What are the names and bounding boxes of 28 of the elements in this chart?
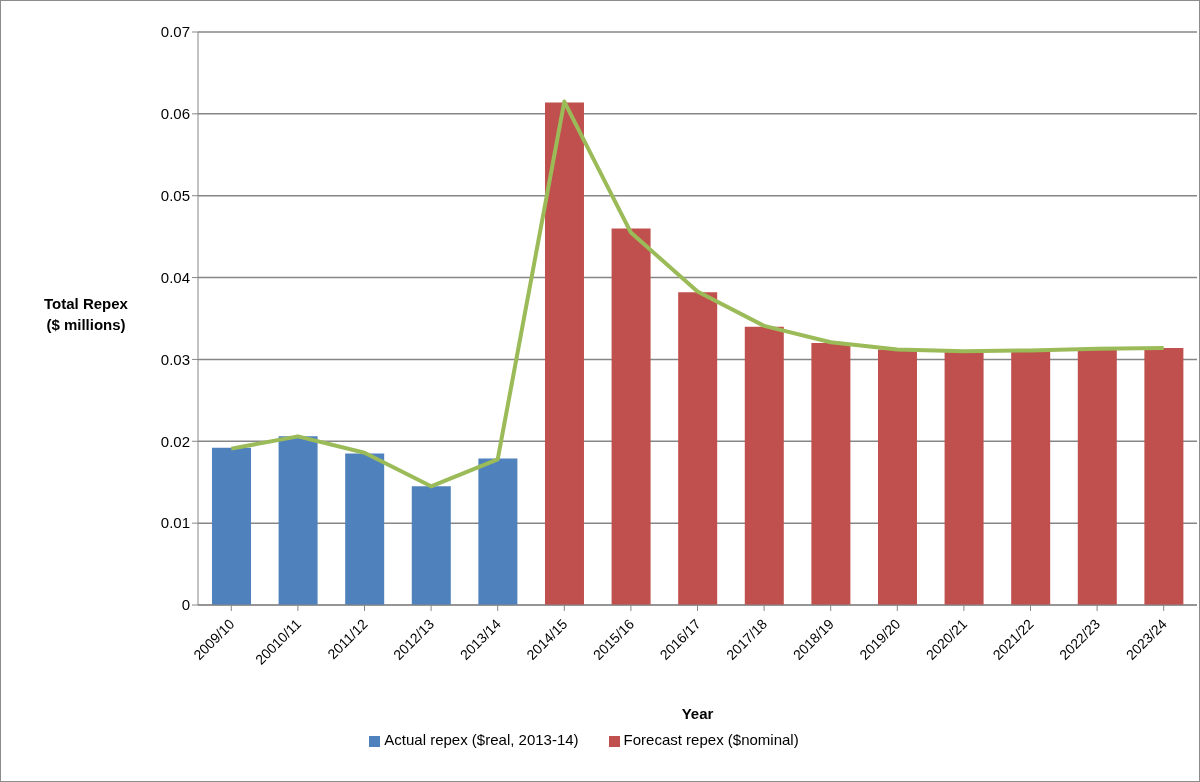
y-tick-label: 0.03	[160, 350, 190, 368]
x-axis-title: Year	[681, 705, 714, 722]
y-tick-label: 0.07	[160, 23, 190, 41]
y-tick-label: 0.05	[160, 187, 190, 205]
legend-label: Actual repex ($real, 2013-14)	[384, 731, 579, 748]
bar	[611, 228, 651, 605]
bar	[544, 102, 584, 605]
y-tick-label: 0.06	[160, 105, 190, 123]
line-series	[229, 99, 1166, 489]
bar	[278, 436, 318, 605]
bar	[1144, 347, 1184, 605]
bar	[877, 349, 917, 605]
bar	[678, 292, 718, 605]
y-tick-label: 0.02	[160, 432, 190, 450]
bar	[1077, 348, 1117, 605]
y-axis-title: Total Repex ($ millions)	[44, 294, 129, 333]
legend-label: Forecast repex ($nominal)	[623, 731, 799, 748]
bar	[944, 351, 984, 605]
bar	[744, 326, 784, 605]
bar	[811, 343, 851, 605]
bar	[1011, 350, 1051, 605]
y-tick-label: 0.01	[160, 514, 190, 532]
y-tick-label: 0.04	[160, 268, 190, 286]
bar	[478, 458, 518, 605]
bar	[345, 453, 385, 605]
bar	[211, 447, 251, 605]
y-tick-label: 0	[181, 596, 190, 614]
bar	[411, 486, 451, 605]
